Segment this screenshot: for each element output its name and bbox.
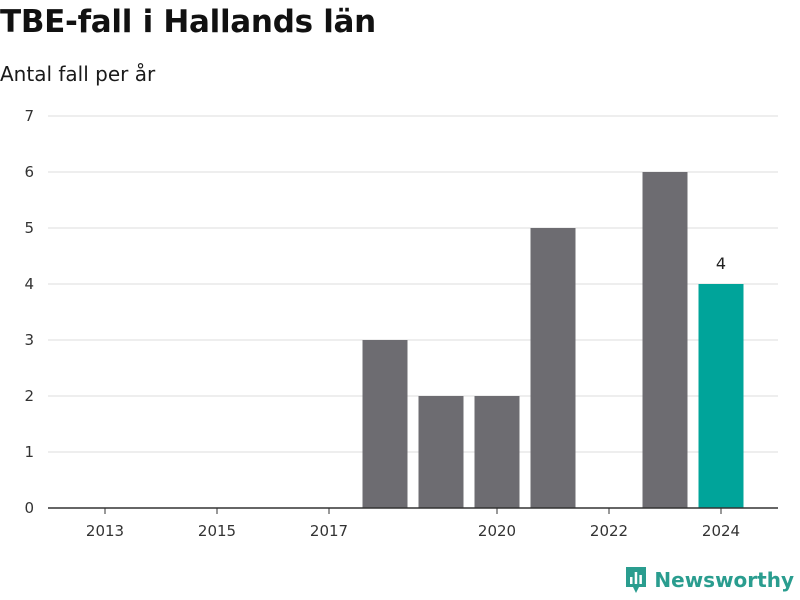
- bar-2024: [698, 284, 744, 508]
- y-tick-label: 6: [24, 163, 34, 181]
- data-label-2024: 4: [716, 254, 726, 273]
- bar-2023: [642, 172, 688, 508]
- x-tick-label: 2017: [310, 522, 348, 540]
- x-tick-label: 2013: [86, 522, 124, 540]
- y-axis-ticks: 0 1 2 3 4 5 6 7: [24, 107, 34, 517]
- x-tick-label: 2015: [198, 522, 236, 540]
- bar-2018: [362, 340, 408, 508]
- chart-subtitle: Antal fall per år: [0, 62, 156, 86]
- bar-2020: [474, 396, 520, 508]
- bar-2019: [418, 396, 464, 508]
- x-axis-ticks: 2013 2015 2017 2020 2022 2024: [86, 508, 740, 540]
- y-tick-label: 5: [24, 219, 34, 237]
- y-tick-label: 2: [24, 387, 34, 405]
- brand-name: Newsworthy: [654, 568, 794, 592]
- y-tick-label: 0: [24, 499, 34, 517]
- bar-2021: [530, 228, 576, 508]
- chart-title: TBE-fall i Hallands län: [0, 4, 376, 40]
- x-tick-label: 2024: [702, 522, 740, 540]
- brand: Newsworthy: [624, 562, 794, 598]
- y-tick-label: 3: [24, 331, 34, 349]
- x-tick-label: 2020: [478, 522, 516, 540]
- newsworthy-logo-icon: [626, 567, 647, 593]
- y-tick-label: 4: [24, 275, 34, 293]
- y-tick-label: 7: [24, 107, 34, 125]
- bars: [362, 172, 744, 508]
- data-labels: 4: [716, 254, 726, 273]
- y-tick-label: 1: [24, 443, 34, 461]
- x-tick-label: 2022: [590, 522, 628, 540]
